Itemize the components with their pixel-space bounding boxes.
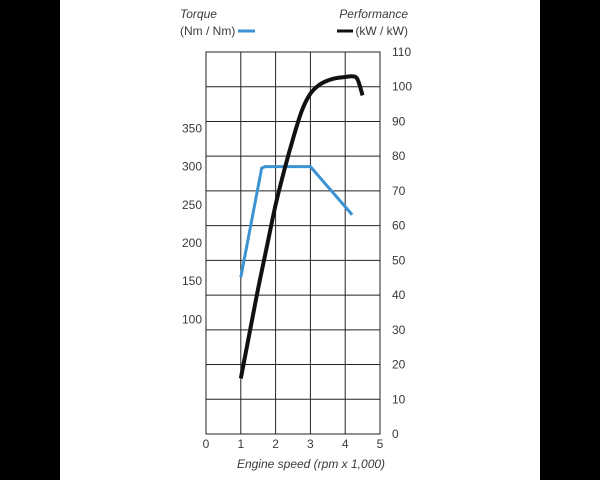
x-axis-label: Engine speed (rpm x 1,000) [237, 457, 385, 471]
right-tick-label: 50 [392, 253, 406, 267]
right-tick-label: 10 [392, 392, 406, 406]
plot-frame [205, 51, 381, 435]
right-tick-label: 20 [392, 358, 406, 372]
left-tick-label: 350 [182, 121, 202, 135]
x-tick-label: 0 [203, 437, 210, 451]
x-tick-label: 4 [342, 437, 349, 451]
performance-line [238, 74, 365, 379]
x-tick-label: 2 [272, 437, 279, 451]
left-axis-title: Torque [180, 7, 217, 21]
right-tick-label: 30 [392, 323, 406, 337]
tick-labels: 0 1 2 3 4 50102030405060708090100110100150200… [182, 45, 412, 451]
right-tick-label: 100 [392, 80, 412, 94]
left-tick-label: 150 [182, 274, 202, 288]
left-axis-unit: (Nm / Nm) [180, 24, 235, 38]
right-tick-label: 60 [392, 219, 406, 233]
grid-lines [205, 51, 381, 435]
right-tick-label: 80 [392, 149, 406, 163]
right-axis-title: Performance [339, 7, 408, 21]
chart-panel [60, 0, 540, 480]
x-tick-label: 5 [377, 437, 384, 451]
left-tick-label: 250 [182, 198, 202, 212]
right-tick-label: 70 [392, 184, 406, 198]
left-tick-label: 100 [182, 312, 202, 326]
right-tick-label: 40 [392, 288, 406, 302]
right-tick-label: 90 [392, 114, 406, 128]
x-tick-label: 3 [307, 437, 314, 451]
left-tick-label: 300 [182, 160, 202, 174]
torque-line [239, 165, 354, 278]
right-tick-label: 0 [392, 427, 399, 441]
right-tick-label: 110 [392, 45, 411, 59]
right-axis-unit: (kW / kW) [355, 24, 408, 38]
series-lines [238, 74, 365, 379]
x-tick-label: 1 [237, 437, 244, 451]
left-tick-label: 200 [182, 236, 202, 250]
